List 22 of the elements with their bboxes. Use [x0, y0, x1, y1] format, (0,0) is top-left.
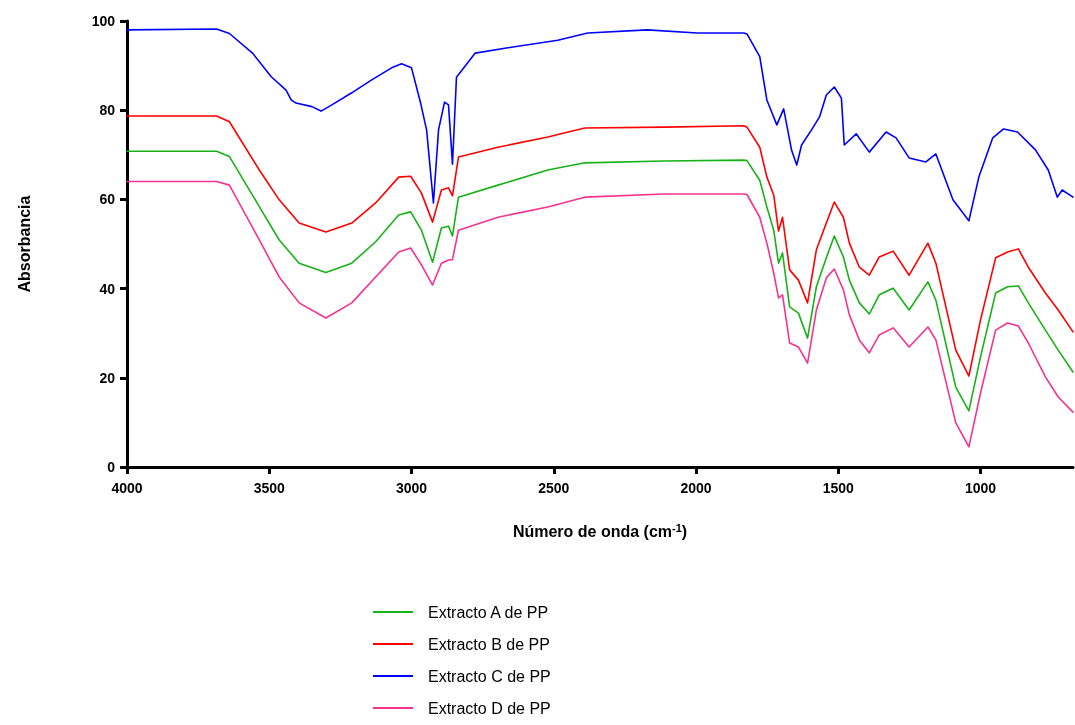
x-tick-label: 3500 — [253, 480, 286, 496]
legend-label: Extracto B de PP — [428, 635, 550, 653]
x-tick-label: 2000 — [680, 480, 712, 496]
y-tick-label: 80 — [99, 102, 116, 119]
line-series — [126, 28, 1074, 222]
line-series — [126, 115, 1074, 377]
x-tick-label: 1500 — [822, 480, 855, 496]
y-tick-label: 40 — [99, 280, 116, 297]
line-series — [126, 150, 1074, 412]
y-axis-title: Absorbancia — [15, 195, 33, 293]
x-tick-label: 1000 — [964, 480, 997, 496]
line-series — [126, 180, 1074, 448]
x-tick-label: 3000 — [395, 480, 428, 496]
y-tick-label: 60 — [99, 191, 116, 208]
y-tick-label: 0 — [107, 459, 116, 475]
x-tick-label: 2500 — [538, 480, 570, 496]
y-tick-label: 20 — [99, 369, 116, 386]
y-tick-label: 100 — [91, 13, 116, 29]
legend-label: Extracto A de PP — [428, 603, 549, 621]
legend-label: Extracto D de PP — [428, 699, 551, 717]
x-tick-label: 4000 — [111, 480, 143, 496]
legend-label: Extracto C de PP — [428, 667, 551, 685]
